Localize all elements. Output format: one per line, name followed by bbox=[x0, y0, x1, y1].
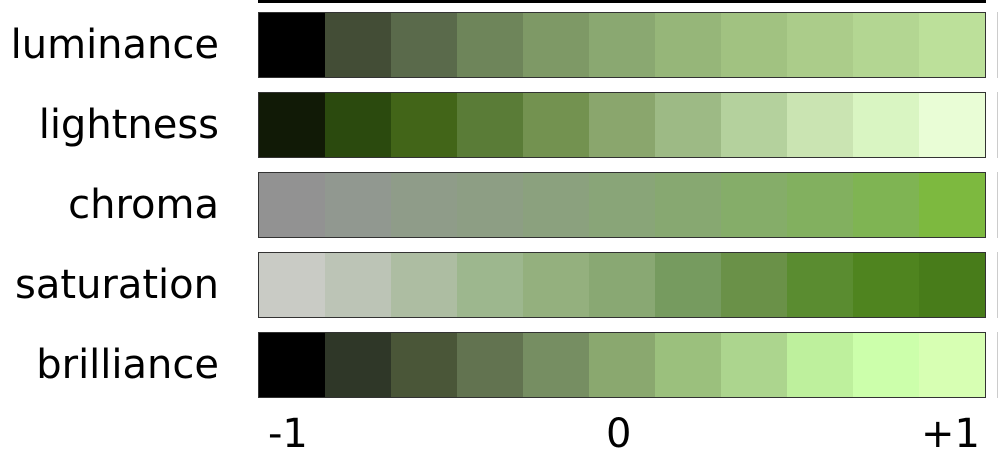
swatch-brilliance-6 bbox=[655, 333, 721, 397]
swatch-chroma-2 bbox=[391, 173, 457, 237]
swatch-saturation-3 bbox=[457, 253, 523, 317]
swatch-luminance-10 bbox=[919, 13, 985, 77]
strip-right-edge bbox=[997, 252, 1000, 318]
swatch-luminance-5 bbox=[589, 13, 655, 77]
swatch-lightness-1 bbox=[325, 93, 391, 157]
swatch-lightness-5 bbox=[589, 93, 655, 157]
swatch-chroma-6 bbox=[655, 173, 721, 237]
swatch-saturation-6 bbox=[655, 253, 721, 317]
swatch-saturation-1 bbox=[325, 253, 391, 317]
axis-max-label: +1 bbox=[921, 411, 980, 457]
swatch-luminance-7 bbox=[721, 13, 787, 77]
swatch-luminance-9 bbox=[853, 13, 919, 77]
swatch-saturation-0 bbox=[259, 253, 325, 317]
swatch-chroma-3 bbox=[457, 173, 523, 237]
swatch-saturation-7 bbox=[721, 253, 787, 317]
row-label-chroma: chroma bbox=[68, 182, 219, 228]
swatch-saturation-4 bbox=[523, 253, 589, 317]
swatch-saturation-9 bbox=[853, 253, 919, 317]
color-strip-brilliance bbox=[258, 332, 986, 398]
swatch-saturation-5 bbox=[589, 253, 655, 317]
swatch-luminance-8 bbox=[787, 13, 853, 77]
strip-right-edge bbox=[997, 92, 1000, 158]
swatch-lightness-6 bbox=[655, 93, 721, 157]
swatch-luminance-2 bbox=[391, 13, 457, 77]
row-label-saturation: saturation bbox=[15, 262, 219, 308]
row-label-luminance: luminance bbox=[10, 22, 219, 68]
swatch-brilliance-9 bbox=[853, 333, 919, 397]
axis-mid-label: 0 bbox=[606, 411, 632, 457]
row-label-lightness: lightness bbox=[38, 102, 219, 148]
color-strip-saturation bbox=[258, 252, 986, 318]
strip-right-edge bbox=[997, 12, 1000, 78]
swatch-brilliance-1 bbox=[325, 333, 391, 397]
swatch-luminance-0 bbox=[259, 13, 325, 77]
swatch-saturation-2 bbox=[391, 253, 457, 317]
swatch-lightness-3 bbox=[457, 93, 523, 157]
swatch-brilliance-10 bbox=[919, 333, 985, 397]
top-border-line bbox=[258, 0, 986, 3]
swatch-lightness-10 bbox=[919, 93, 985, 157]
swatch-lightness-0 bbox=[259, 93, 325, 157]
strip-right-edge bbox=[997, 332, 1000, 398]
row-label-brilliance: brilliance bbox=[36, 342, 219, 388]
swatch-lightness-2 bbox=[391, 93, 457, 157]
swatch-brilliance-0 bbox=[259, 333, 325, 397]
swatch-chroma-9 bbox=[853, 173, 919, 237]
color-strip-chroma bbox=[258, 172, 986, 238]
swatch-luminance-4 bbox=[523, 13, 589, 77]
axis-min-label: -1 bbox=[268, 411, 308, 457]
swatch-chroma-10 bbox=[919, 173, 985, 237]
color-strip-luminance bbox=[258, 12, 986, 78]
swatch-lightness-7 bbox=[721, 93, 787, 157]
strip-right-edge bbox=[997, 172, 1000, 238]
color-strip-lightness bbox=[258, 92, 986, 158]
swatch-saturation-10 bbox=[919, 253, 985, 317]
swatch-chroma-1 bbox=[325, 173, 391, 237]
swatch-chroma-8 bbox=[787, 173, 853, 237]
swatch-brilliance-5 bbox=[589, 333, 655, 397]
swatch-brilliance-2 bbox=[391, 333, 457, 397]
swatch-lightness-4 bbox=[523, 93, 589, 157]
swatch-chroma-5 bbox=[589, 173, 655, 237]
swatch-luminance-1 bbox=[325, 13, 391, 77]
swatch-brilliance-7 bbox=[721, 333, 787, 397]
swatch-lightness-9 bbox=[853, 93, 919, 157]
swatch-luminance-3 bbox=[457, 13, 523, 77]
swatch-chroma-0 bbox=[259, 173, 325, 237]
swatch-chroma-7 bbox=[721, 173, 787, 237]
swatch-brilliance-3 bbox=[457, 333, 523, 397]
swatch-brilliance-4 bbox=[523, 333, 589, 397]
swatch-saturation-8 bbox=[787, 253, 853, 317]
swatch-luminance-6 bbox=[655, 13, 721, 77]
swatch-brilliance-8 bbox=[787, 333, 853, 397]
swatch-lightness-8 bbox=[787, 93, 853, 157]
swatch-chroma-4 bbox=[523, 173, 589, 237]
